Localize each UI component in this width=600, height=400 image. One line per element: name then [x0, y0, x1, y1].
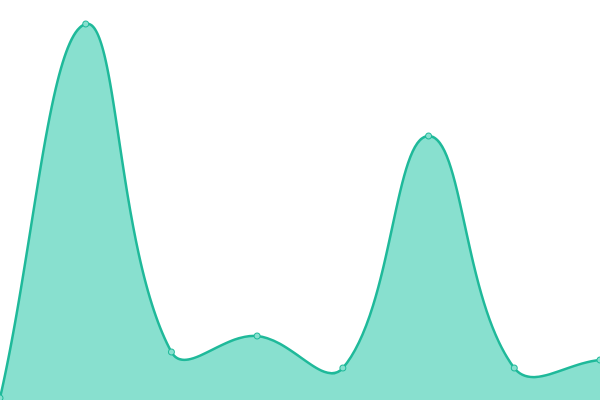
- area-line: [0, 22, 600, 399]
- data-point: [596, 356, 600, 364]
- data-point: [425, 132, 433, 140]
- data-point: [339, 364, 347, 372]
- data-point: [0, 394, 4, 400]
- area-fill: [0, 23, 600, 400]
- data-point: [253, 332, 261, 340]
- data-point: [510, 364, 518, 372]
- data-point: [167, 348, 175, 356]
- data-point: [82, 20, 90, 28]
